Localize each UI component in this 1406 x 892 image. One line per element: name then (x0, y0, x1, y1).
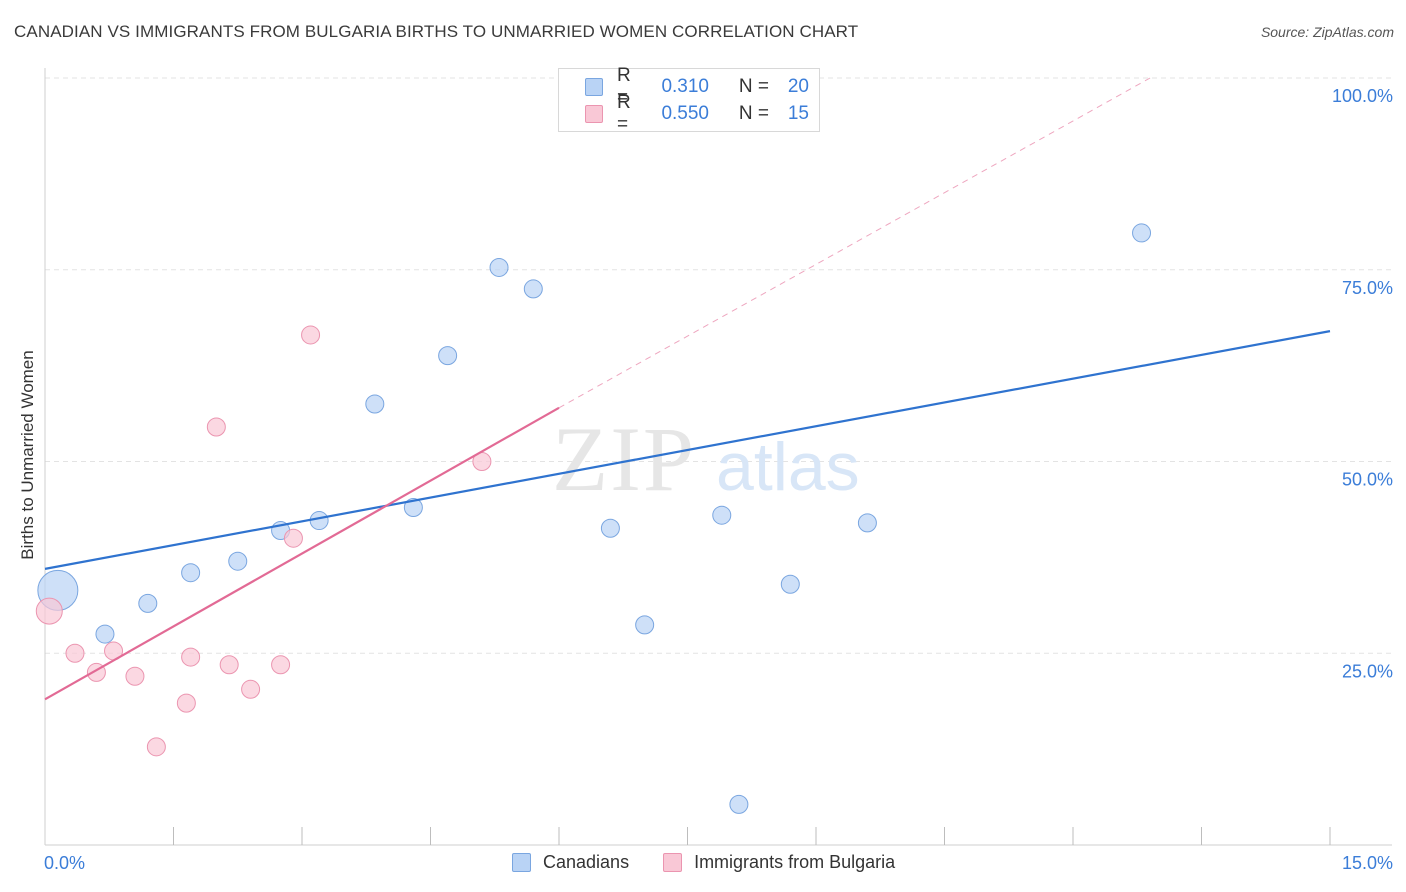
bulgaria-point (125, 666, 145, 686)
bulgaria-point (271, 655, 291, 675)
canadians-point (181, 563, 201, 583)
chart-title: CANADIAN VS IMMIGRANTS FROM BULGARIA BIR… (14, 22, 859, 41)
canadians-point (600, 518, 620, 538)
canadians-point (523, 279, 543, 299)
legend-n-value: 15 (787, 103, 809, 124)
y-tick-label: 75.0% (1342, 278, 1393, 298)
bulgaria-point (65, 643, 85, 663)
canadians-point (1132, 223, 1152, 243)
series-name-bulgaria: Immigrants from Bulgaria (694, 852, 896, 872)
watermark: ZIP atlas (552, 408, 860, 510)
legend-r-value: 0.310 (661, 76, 709, 97)
canadians-point (712, 505, 732, 525)
legend: R = 0.310 N = 20 R = 0.550 N = 15 (558, 65, 820, 135)
bulgaria-point (146, 737, 166, 757)
legend-swatch-canadians (585, 78, 603, 96)
bulgaria-point (301, 325, 321, 345)
canadians-point (138, 593, 158, 613)
legend-n-label: N = (738, 103, 769, 124)
bulgaria-point (241, 679, 261, 699)
bulgaria-point (181, 647, 201, 667)
series-legend-bulgaria: Immigrants from Bulgaria (663, 852, 895, 873)
bulgaria-point (206, 417, 226, 437)
canadians-point (857, 513, 877, 533)
legend-n-value: 20 (787, 76, 809, 97)
legend-r-label: R = (617, 65, 631, 108)
legend-row-bulgaria: R = 0.550 N = 15 (585, 92, 809, 135)
canadians-point (95, 624, 115, 644)
series-name-canadians: Canadians (543, 852, 630, 872)
canadians-point (309, 511, 329, 531)
series-swatch-canadians (512, 853, 531, 872)
series-legend: Canadians Immigrants from Bulgaria (512, 852, 929, 873)
trend-lines (44, 77, 1331, 701)
points (35, 68, 1152, 814)
x-tick-label: 15.0% (1342, 853, 1393, 873)
watermark-zip: ZIP (552, 408, 696, 510)
legend-n-label: N = (738, 76, 769, 97)
bulgaria-trend-extension (558, 77, 1151, 409)
canadians-point (489, 257, 509, 277)
canadians-point (403, 498, 423, 518)
bulgaria-point (176, 693, 196, 713)
tick-labels: 25.0% 50.0% 75.0% 100.0% 0.0% 15.0% (44, 86, 1393, 873)
watermark-atlas: atlas (716, 429, 860, 505)
grid-layer (45, 77, 1392, 654)
bulgaria-point (283, 528, 303, 548)
canadians-point (228, 551, 248, 571)
canadians-point (438, 346, 458, 366)
canadians-point (780, 574, 800, 594)
bulgaria-trend-line (44, 406, 560, 701)
canadians-point (635, 615, 655, 635)
series-swatch-bulgaria (663, 853, 683, 872)
legend-swatch-bulgaria (585, 105, 603, 123)
source-label: Source: ZipAtlas.com (1260, 24, 1394, 40)
bulgaria-point (219, 655, 239, 675)
canadians-trend-line (44, 330, 1331, 570)
series-legend-canadians: Canadians (512, 852, 629, 873)
legend-r-value: 0.550 (661, 103, 709, 124)
bulgaria-point (35, 597, 63, 625)
canadians-point (365, 394, 385, 414)
axes (44, 68, 1392, 846)
y-tick-label: 100.0% (1332, 86, 1393, 106)
legend-r-label: R = (617, 92, 631, 135)
y-tick-label: 25.0% (1342, 661, 1393, 681)
legend-row-canadians: R = 0.310 N = 20 (585, 65, 809, 108)
y-tick-label: 50.0% (1342, 470, 1393, 490)
y-axis-label: Births to Unmarried Women (18, 350, 37, 559)
canadians-point (729, 794, 749, 814)
x-tick-label: 0.0% (44, 853, 85, 873)
